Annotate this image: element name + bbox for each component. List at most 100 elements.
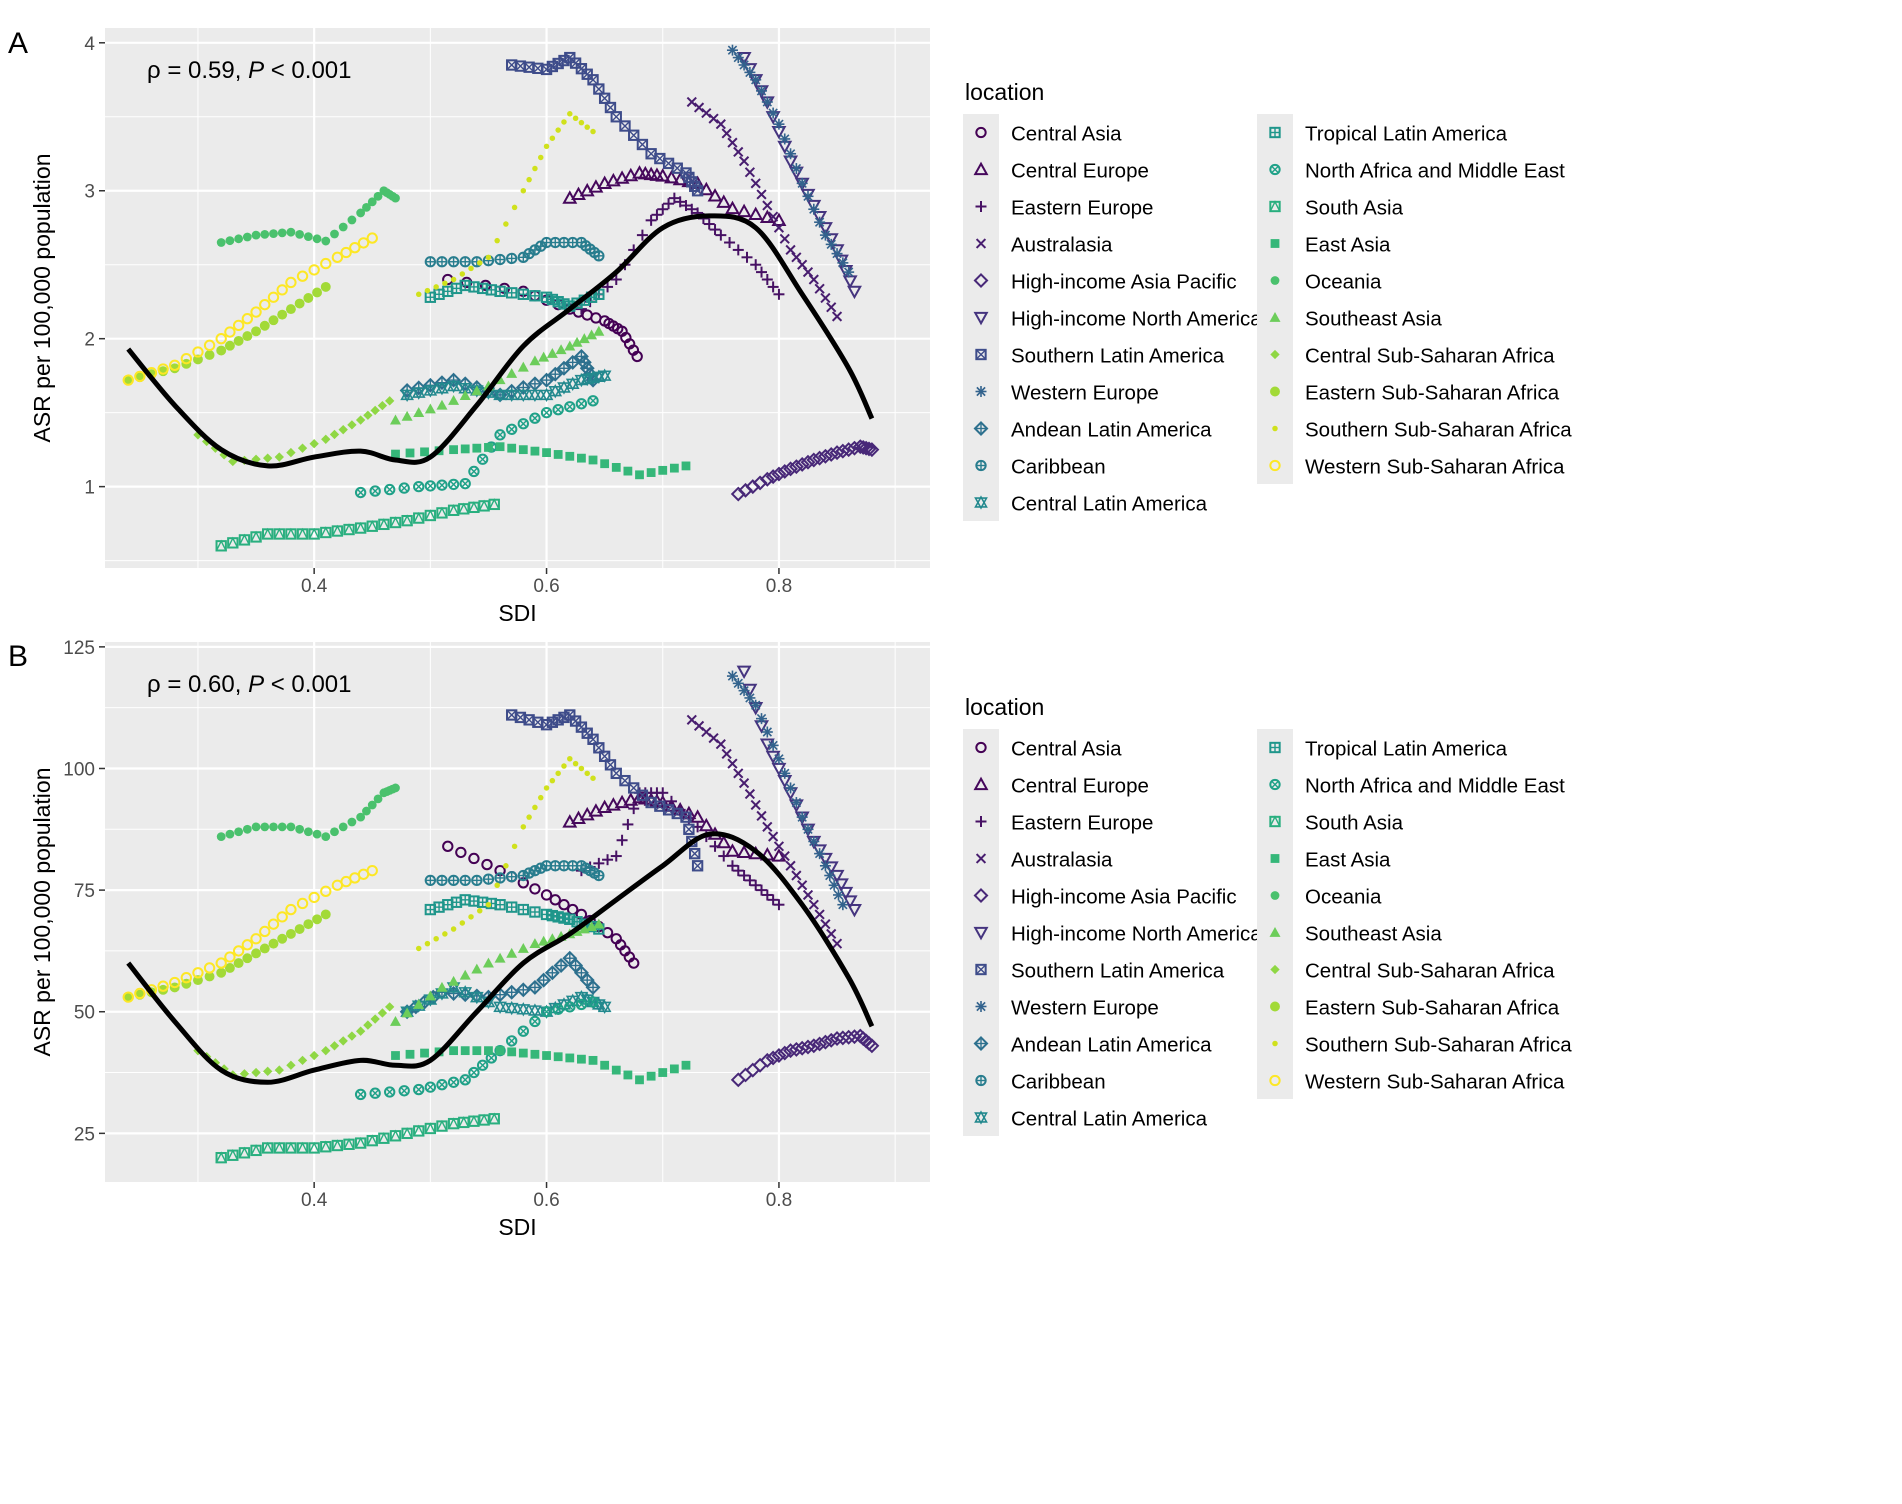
data-point — [779, 233, 790, 244]
legend-label: Southeast Asia — [1305, 923, 1442, 946]
series-southern-latin-america — [506, 709, 704, 872]
data-point — [362, 806, 371, 816]
y-tick-label: 50 — [74, 1003, 95, 1024]
data-point — [122, 374, 134, 386]
data-point — [773, 222, 785, 233]
panel-label: A — [8, 27, 28, 60]
data-point — [623, 1070, 633, 1080]
data-point — [354, 1088, 367, 1101]
data-point — [259, 320, 270, 331]
data-point — [389, 516, 402, 529]
data-point — [817, 852, 833, 867]
legend-item-australasia: Australasia — [963, 840, 1113, 877]
data-point — [750, 879, 762, 891]
data-point — [398, 1085, 410, 1097]
data-point — [736, 665, 752, 680]
series-western-europe — [726, 670, 849, 911]
data-point — [577, 453, 586, 463]
data-point — [338, 222, 348, 232]
data-point — [635, 470, 644, 480]
data-point — [744, 66, 756, 78]
data-point — [812, 450, 828, 466]
data-point — [216, 967, 227, 978]
legend-key — [963, 262, 999, 299]
data-point — [362, 202, 371, 212]
data-point — [354, 1136, 367, 1149]
data-point — [401, 1127, 413, 1140]
data-point — [517, 418, 529, 430]
data-point — [267, 918, 280, 930]
data-point — [259, 943, 270, 954]
data-point — [471, 874, 483, 887]
series-western-europe — [726, 44, 855, 278]
data-point — [369, 485, 381, 497]
data-point — [585, 979, 601, 995]
data-point — [476, 1059, 489, 1071]
data-point — [369, 1087, 381, 1099]
data-point — [517, 942, 529, 953]
legend-key — [963, 729, 999, 766]
data-point — [527, 979, 543, 995]
data-point — [363, 410, 373, 420]
data-point — [574, 989, 589, 1005]
data-point — [686, 96, 697, 108]
legend-label: Central Sub-Saharan Africa — [1305, 345, 1555, 368]
data-point — [668, 192, 680, 204]
data-point — [546, 60, 559, 73]
legend-label: Western Europe — [1011, 997, 1159, 1020]
data-point — [733, 768, 744, 779]
legend-symbol — [975, 201, 987, 212]
data-point — [628, 129, 640, 141]
data-point — [619, 120, 631, 132]
y-tick-label: 4 — [84, 34, 95, 55]
data-point — [646, 468, 656, 477]
data-point — [523, 867, 535, 879]
data-point — [628, 957, 640, 969]
x-axis-title: SDI — [498, 1214, 536, 1240]
data-point — [507, 443, 517, 453]
data-point — [309, 439, 319, 449]
legend-item-caribbean: Caribbean — [963, 447, 1106, 484]
data-point — [777, 1045, 793, 1061]
legend-label: High-income North America — [1011, 308, 1262, 331]
legend: location Central Asia Central Europe Easter… — [963, 79, 1572, 521]
y-tick-label: 2 — [84, 330, 95, 351]
data-point — [783, 1043, 799, 1059]
legend-symbol — [1269, 778, 1281, 791]
legend-title: location — [965, 79, 1044, 105]
data-point — [756, 85, 768, 97]
legend-label: Andean Latin America — [1011, 1034, 1212, 1057]
legend-symbol — [975, 816, 987, 827]
data-point — [558, 298, 570, 310]
data-point — [814, 283, 825, 294]
data-point — [716, 194, 732, 208]
legend-item-eastern-europe: Eastern Europe — [963, 803, 1153, 840]
data-point — [366, 1134, 379, 1147]
data-point — [277, 933, 288, 944]
series-oceania — [216, 783, 400, 841]
legend-symbol — [1270, 854, 1280, 863]
series-east-asia — [391, 1046, 691, 1085]
data-point — [391, 193, 400, 203]
legend: location Central Asia Central Europe Easter… — [963, 694, 1572, 1136]
y-tick-label: 75 — [74, 881, 95, 902]
data-point — [663, 198, 675, 210]
data-point — [321, 434, 331, 444]
data-point — [590, 775, 596, 781]
data-point — [610, 850, 622, 862]
data-point — [791, 870, 802, 881]
data-point — [831, 311, 843, 322]
legend-symbol — [973, 161, 989, 176]
data-point — [321, 1045, 331, 1056]
data-point — [242, 953, 253, 964]
data-point — [354, 521, 367, 534]
data-point — [756, 713, 768, 725]
data-point — [814, 216, 826, 228]
data-point — [343, 523, 355, 536]
data-point — [297, 443, 308, 453]
data-point — [646, 1071, 656, 1081]
legend-item-western-sub-saharan-africa: Western Sub-Saharan Africa — [1257, 447, 1565, 484]
data-point — [169, 363, 180, 374]
data-point — [405, 1049, 415, 1059]
data-point — [303, 827, 313, 837]
